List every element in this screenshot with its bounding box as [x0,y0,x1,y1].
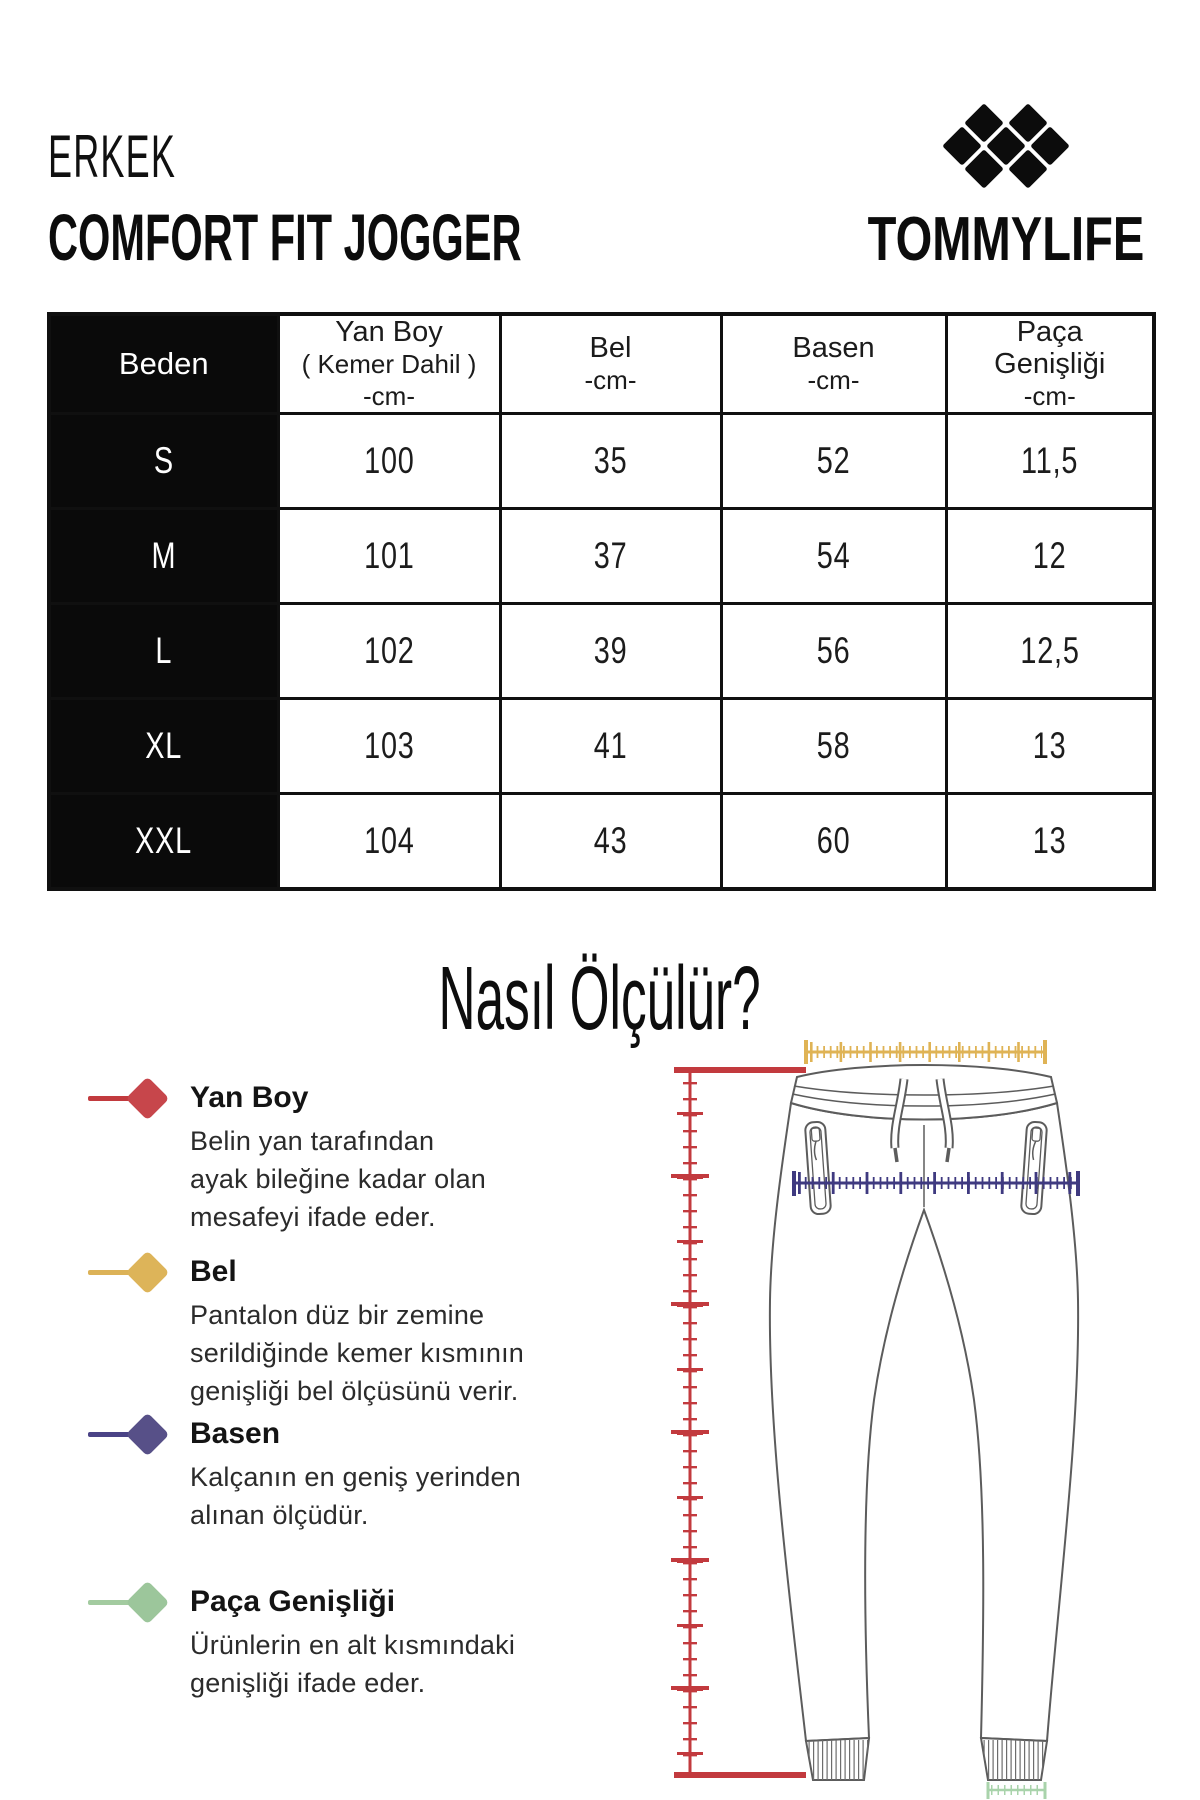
value-cell: 52 [719,412,948,510]
drawstrings [890,1078,954,1163]
value-cell: 60 [719,792,948,890]
bel-ruler [804,1040,1047,1064]
table-header-row: Beden Yan Boy ( Kemer Dahil ) -cm- Bel -… [47,312,1156,415]
legend-description: Pantalon düz bir zemine serildiğinde kem… [190,1300,525,1406]
value-cell: 12 [944,507,1156,605]
table-row: S 100 35 52 11,5 [47,412,1156,510]
value-cell: 102 [276,602,502,700]
marker-line [88,1096,138,1101]
product-name: COMFORT FIT JOGGER [48,200,522,274]
legend-title: Yan Boy [190,1081,309,1114]
legend-item-paca-genisligi: Paça Genişliği Ürünlerin en alt kısmında… [88,1580,568,1702]
value-cell: 103 [276,697,502,795]
basen-marker [88,1412,188,1462]
yan-boy-diamond-icon [125,1076,170,1121]
column-header-yan-boy: Yan Boy ( Kemer Dahil ) -cm- [276,312,502,415]
brand-wordmark: TOMMYLIFE [867,205,1145,274]
value-cell: 11,5 [944,412,1156,510]
value-cell: 39 [498,602,723,700]
marker-line [88,1432,138,1437]
section-heading: Nasıl Ölçülür? [438,949,762,1049]
value-cell: 104 [276,792,502,890]
page-title: ERKEK COMFORT FIT JOGGER [48,122,800,275]
marker-line [88,1600,138,1605]
legend-description: Kalçanın en geniş yerinden alınan ölçüdü… [190,1462,521,1530]
value-cell: 12,5 [944,602,1156,700]
basen-ruler [792,1171,1080,1196]
marker-line [88,1270,138,1275]
left-zip-pocket [804,1120,832,1216]
table-row: XL 103 41 58 13 [47,697,1156,795]
value-cell: 100 [276,412,502,510]
table-row: XXL 104 43 60 13 [47,792,1156,890]
column-header-basen: Basen -cm- [719,312,948,415]
value-cell: 13 [944,697,1156,795]
paca-genisligi-marker [88,1580,188,1630]
value-cell: 13 [944,792,1156,890]
value-cell: 37 [498,507,723,605]
basen-diamond-icon [125,1412,170,1457]
paca-genisligi-diamond-icon [125,1580,170,1625]
value-cell: 54 [719,507,948,605]
size-table: Beden Yan Boy ( Kemer Dahil ) -cm- Bel -… [47,312,1156,891]
legend-description: Ürünlerin en alt kısmındaki genişliği if… [190,1630,516,1698]
legend-title: Bel [190,1255,237,1288]
bel-diamond-icon [125,1250,170,1295]
value-cell: 41 [498,697,723,795]
size-cell: M [47,507,280,605]
value-cell: 43 [498,792,723,890]
yan-boy-marker [88,1076,188,1126]
right-zip-pocket [1020,1120,1048,1216]
paca-genisligi-ruler [986,1782,1047,1799]
jogger-measurement-diagram [671,1040,1080,1799]
value-cell: 58 [719,697,948,795]
value-cell: 101 [276,507,502,605]
legend-item-basen: Basen Kalçanın en geniş yerinden alınan … [88,1412,568,1534]
size-cell: XL [47,697,280,795]
column-header-paca-genisligi: Paça Genişliği -cm- [944,312,1156,415]
value-cell: 35 [498,412,723,510]
column-header-beden: Beden [47,312,280,415]
size-cell: XXL [47,792,280,890]
legend-description: Belin yan tarafından ayak bileğine kadar… [190,1126,486,1232]
legend-title: Basen [190,1417,281,1450]
value-cell: 56 [719,602,948,700]
yan-boy-ruler [671,1067,806,1778]
table-row: M 101 37 54 12 [47,507,1156,605]
table-row: L 102 39 56 12,5 [47,602,1156,700]
brand-logo-diamonds-icon [943,104,1069,188]
legend-item-yan-boy: Yan Boy Belin yan tarafından ayak bileği… [88,1076,568,1236]
jogger-outline [768,1064,1080,1781]
legend-title: Paça Genişliği [190,1585,396,1618]
size-cell: L [47,602,280,700]
size-cell: S [47,412,280,510]
legend-item-bel: Bel Pantalon düz bir zemine serildiğinde… [88,1250,568,1410]
product-gender: ERKEK [48,123,177,190]
column-header-bel: Bel -cm- [498,312,723,415]
bel-marker [88,1250,188,1300]
